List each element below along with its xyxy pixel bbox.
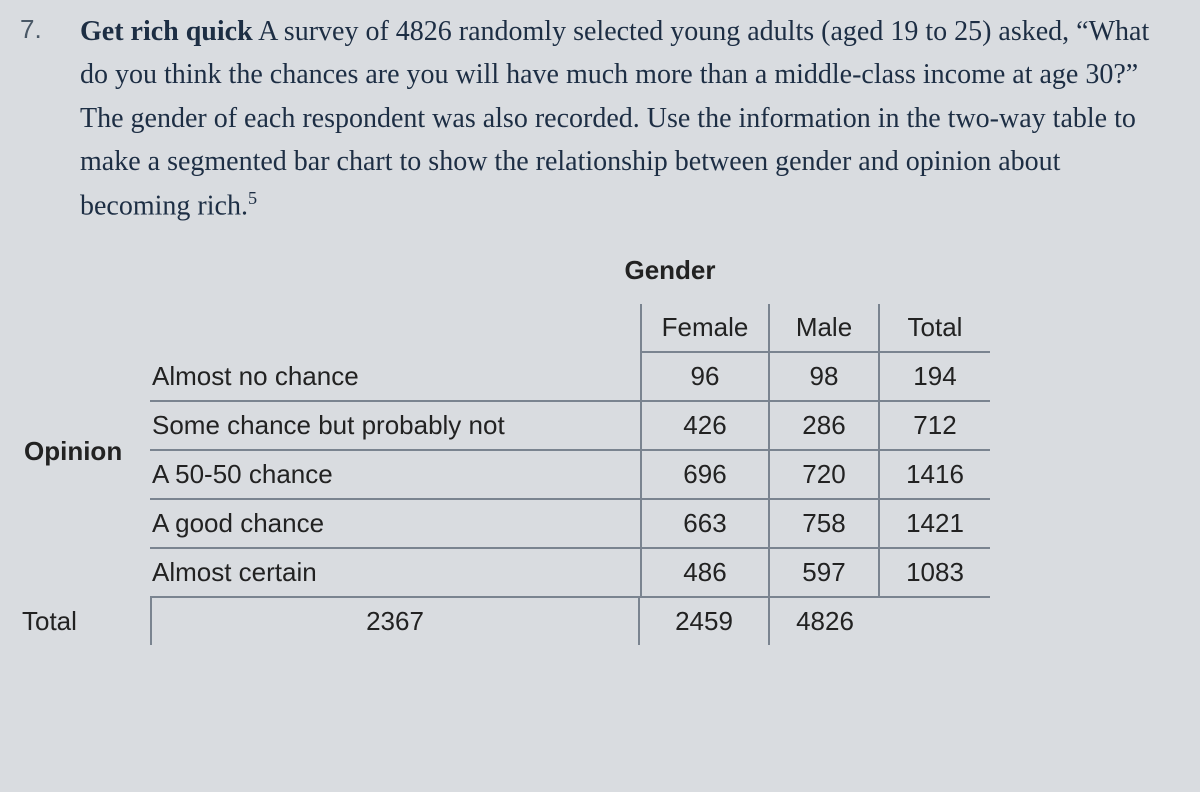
row-header-total: Total — [20, 598, 150, 645]
col-header: Total — [880, 304, 990, 353]
table-cell-total: 4826 — [770, 598, 880, 645]
table-cell: 98 — [770, 353, 880, 402]
row-header: Some chance but probably not — [150, 402, 640, 451]
table-cell-total: 2367 — [150, 598, 640, 645]
col-header: Female — [640, 304, 770, 353]
row-group-label: Opinion — [20, 304, 150, 598]
spacer — [150, 304, 640, 353]
table-cell: 720 — [770, 451, 880, 500]
problem-number: 7. — [20, 10, 80, 45]
table-cell: 426 — [640, 402, 770, 451]
table-cell-total: 2459 — [640, 598, 770, 645]
two-way-table: Gender Female Male Total Opinion Almost … — [20, 245, 1180, 645]
column-group-label: Gender — [20, 255, 1180, 286]
table-cell: 194 — [880, 353, 990, 402]
problem-block: 7. Get rich quick A survey of 4826 rando… — [20, 10, 1180, 227]
page: 7. Get rich quick A survey of 4826 rando… — [0, 0, 1200, 645]
table-cell: 696 — [640, 451, 770, 500]
table-cell: 663 — [640, 500, 770, 549]
row-header: A 50-50 chance — [150, 451, 640, 500]
row-header: Almost certain — [150, 549, 640, 598]
table-grid: Female Male Total Opinion Almost no chan… — [20, 304, 1180, 645]
table-cell: 597 — [770, 549, 880, 598]
footnote-ref: 5 — [248, 188, 257, 208]
table-cell: 1083 — [880, 549, 990, 598]
row-header: A good chance — [150, 500, 640, 549]
lead-phrase: Get rich quick — [80, 16, 253, 47]
table-cell: 758 — [770, 500, 880, 549]
table-cell: 712 — [880, 402, 990, 451]
table-cell: 286 — [770, 402, 880, 451]
table-cell: 1416 — [880, 451, 990, 500]
table-cell: 486 — [640, 549, 770, 598]
col-header: Male — [770, 304, 880, 353]
row-header: Almost no chance — [150, 353, 640, 402]
table-cell: 1421 — [880, 500, 990, 549]
table-cell: 96 — [640, 353, 770, 402]
problem-text: Get rich quick A survey of 4826 randomly… — [80, 10, 1180, 227]
